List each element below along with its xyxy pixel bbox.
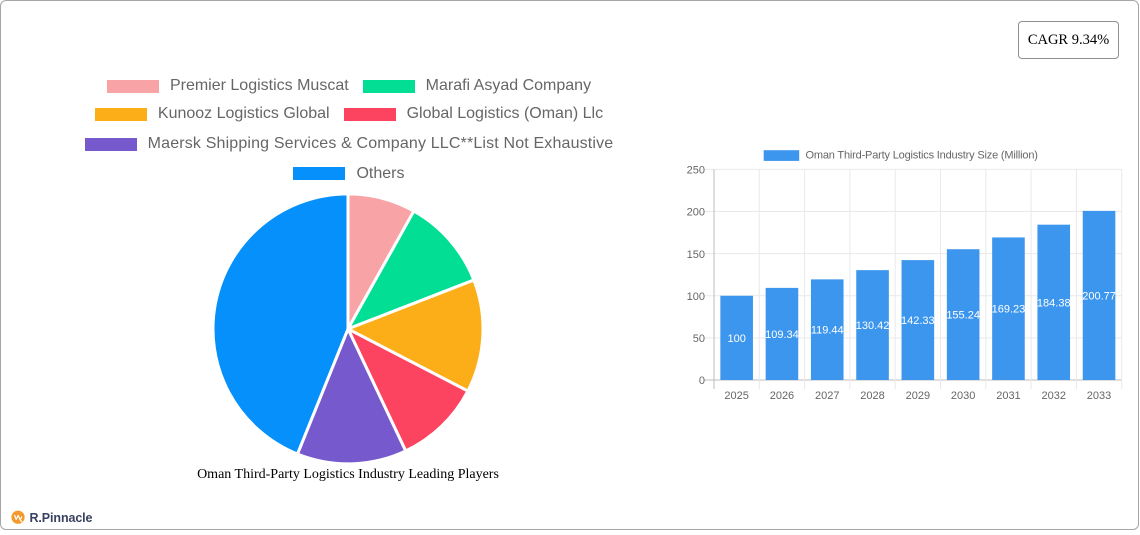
svg-text:Oman Third-Party Logistics Ind: Oman Third-Party Logistics Industry Size… [806, 149, 1038, 161]
svg-text:200.77: 200.77 [1082, 290, 1116, 302]
svg-text:2030: 2030 [951, 390, 975, 402]
svg-text:2026: 2026 [770, 390, 794, 402]
svg-text:2033: 2033 [1087, 390, 1111, 402]
svg-text:2029: 2029 [906, 390, 930, 402]
svg-text:130.42: 130.42 [856, 320, 890, 332]
svg-text:100: 100 [687, 291, 705, 303]
svg-text:50: 50 [693, 333, 705, 345]
svg-text:250: 250 [687, 165, 705, 177]
svg-text:109.34: 109.34 [765, 329, 799, 341]
svg-text:100: 100 [727, 333, 745, 345]
svg-text:200: 200 [687, 207, 705, 219]
svg-text:2025: 2025 [724, 390, 748, 402]
svg-text:155.24: 155.24 [946, 310, 980, 322]
svg-text:169.23: 169.23 [992, 304, 1026, 316]
svg-text:2028: 2028 [860, 390, 884, 402]
svg-text:2032: 2032 [1042, 390, 1066, 402]
svg-text:2031: 2031 [996, 390, 1020, 402]
svg-text:184.38: 184.38 [1037, 297, 1071, 309]
svg-text:142.33: 142.33 [901, 315, 935, 327]
svg-text:2027: 2027 [815, 390, 839, 402]
svg-text:119.44: 119.44 [811, 325, 844, 337]
svg-text:150: 150 [687, 249, 705, 261]
svg-text:0: 0 [699, 375, 705, 387]
